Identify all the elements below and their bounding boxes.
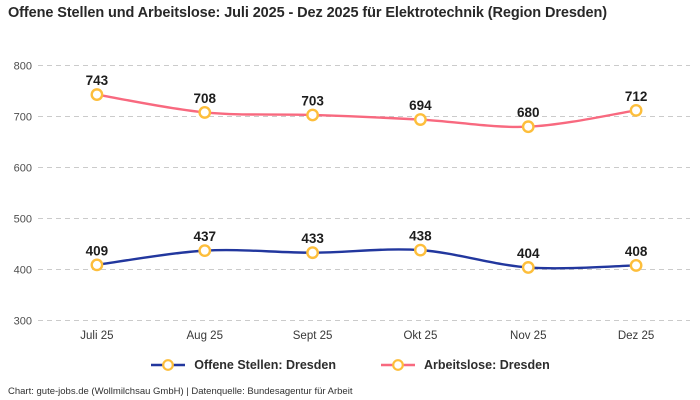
data-point-marker [90,258,104,272]
x-axis-tick-label: Aug 25 [187,330,223,342]
data-point-value-label: 680 [517,105,540,120]
legend-item-offene-stellen: Offene Stellen: Dresden [150,358,336,372]
data-point-value-label: 708 [193,91,216,106]
data-point-marker [90,88,104,101]
legend: Offene Stellen: Dresden Arbeitslose: Dre… [0,358,700,372]
y-axis-tick-label: 800 [14,61,32,73]
x-axis-tick-label: Dez 25 [618,330,654,342]
attribution-source-line: Chart: gute-jobs.de (Wollmilchsau GmbH) … [8,386,353,397]
data-point-marker [629,259,643,272]
legend-line-marker-icon [151,359,186,371]
legend-label-arbeitslose: Arbeitslose: Dresden [423,358,550,372]
data-point-marker [629,103,643,117]
y-axis-tick-label: 400 [14,265,32,277]
x-axis-tick-label: Okt 25 [403,330,437,342]
data-point-value-label: 409 [86,243,109,258]
data-point-value-label: 703 [301,93,324,108]
line-chart-canvas: 800 700 600 500 400 300 Juli 25 Aug 25 Sept 25 Ok… [14,61,690,342]
data-point-marker [306,108,319,122]
data-point-marker [521,261,535,274]
data-point-value-label: 694 [409,98,432,113]
data-point-marker [198,106,212,119]
series-line [95,93,638,129]
data-point-marker [306,246,319,260]
legend-label-offene-stellen: Offene Stellen: Dresden [194,358,336,372]
y-axis-tick-label: 600 [14,163,32,175]
x-axis-tick-label: Juli 25 [80,330,113,342]
y-axis-tick-label: 300 [14,316,32,328]
data-point-marker [521,120,535,134]
data-point-value-label: 433 [301,231,324,246]
data-point-value-label: 743 [86,73,109,88]
legend-item-arbeitslose: Arbeitslose: Dresden [380,358,550,372]
chart-title: Offene Stellen und Arbeitslose: Juli 202… [8,5,608,21]
data-point-marker [198,244,212,258]
x-axis-tick-label: Nov 25 [510,330,546,342]
series-line [95,248,638,270]
data-point-value-label: 437 [193,229,216,244]
y-axis-tick-label: 500 [14,214,32,226]
x-axis-tick-label: Sept 25 [293,330,333,342]
data-point-value-label: 408 [625,244,648,259]
data-point-marker [414,113,427,126]
data-point-value-label: 438 [409,229,432,244]
data-point-marker [414,243,427,257]
legend-line-marker-icon [380,359,415,371]
y-axis-tick-label: 700 [14,112,32,124]
data-point-value-label: 404 [517,246,540,261]
data-point-value-label: 712 [625,89,648,104]
